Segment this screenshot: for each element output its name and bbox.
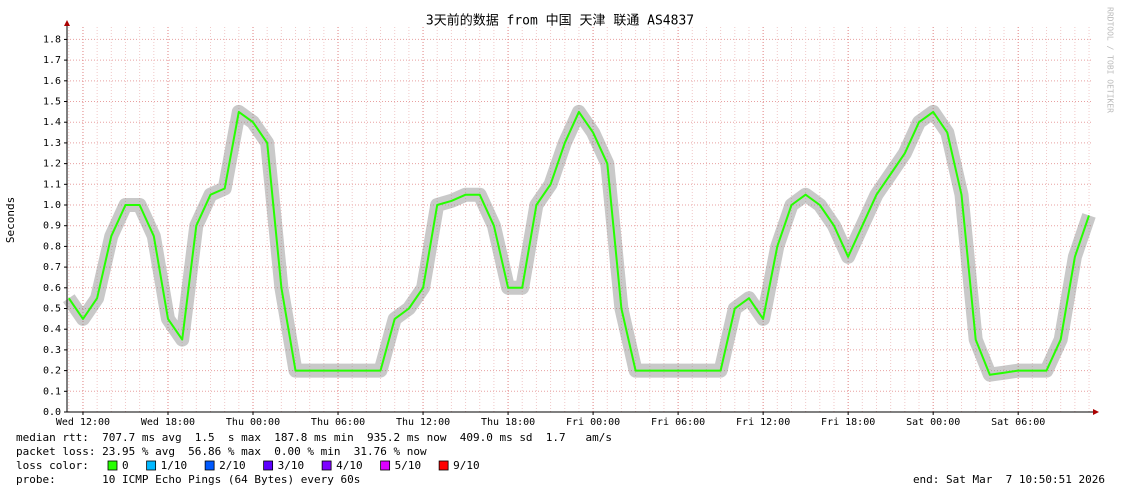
y-tick-label: 1.2 xyxy=(43,159,61,170)
median-line xyxy=(67,110,1090,376)
legend-label: 4/10 xyxy=(336,459,363,472)
y-tick-label: 0.8 xyxy=(43,241,61,252)
legend-swatch xyxy=(321,460,332,471)
legend-label: 0 xyxy=(122,459,129,472)
stats-line: packet loss: 23.95 % avg 56.86 % max 0.0… xyxy=(16,445,427,458)
y-tick-label: 1.8 xyxy=(43,34,61,45)
legend-swatch xyxy=(380,460,391,471)
y-tick-label: 0.6 xyxy=(43,283,61,294)
legend-swatch xyxy=(263,460,274,471)
y-tick-label: 1.4 xyxy=(43,117,61,128)
x-tick-label: Thu 12:00 xyxy=(396,417,450,428)
loss-legend-label: loss color: xyxy=(16,459,89,472)
x-tick-label: Sat 00:00 xyxy=(906,417,960,428)
y-tick-label: 0.7 xyxy=(43,262,61,273)
x-tick-label: Fri 00:00 xyxy=(566,417,620,428)
legend-label: 2/10 xyxy=(219,459,246,472)
y-tick-label: 1.5 xyxy=(43,97,61,108)
x-tick-label: Sat 06:00 xyxy=(991,417,1045,428)
legend-swatch xyxy=(438,460,449,471)
y-tick-label: 0.4 xyxy=(43,324,61,335)
y-tick-label: 0.1 xyxy=(43,386,61,397)
probe-line: probe: 10 ICMP Echo Pings (64 Bytes) eve… xyxy=(16,473,360,486)
y-tick-label: 1.0 xyxy=(43,200,61,211)
y-axis-arrow xyxy=(64,20,70,26)
x-tick-label: Fri 06:00 xyxy=(651,417,705,428)
y-tick-label: 1.7 xyxy=(43,55,61,66)
end-time: end: Sat Mar 7 10:50:51 2026 xyxy=(913,473,1105,486)
y-axis-label: Seconds xyxy=(4,197,17,243)
x-tick-label: Thu 06:00 xyxy=(311,417,365,428)
x-axis-arrow xyxy=(1093,409,1099,415)
legend-swatch xyxy=(146,460,157,471)
x-tick-label: Wed 18:00 xyxy=(141,417,195,428)
x-tick-label: Wed 12:00 xyxy=(56,417,110,428)
legend-label: 1/10 xyxy=(161,459,188,472)
legend-swatch xyxy=(204,460,215,471)
x-tick-label: Fri 18:00 xyxy=(821,417,875,428)
y-tick-label: 0.3 xyxy=(43,345,61,356)
legend-label: 3/10 xyxy=(278,459,305,472)
legend-swatch xyxy=(107,460,118,471)
y-tick-label: 0.5 xyxy=(43,304,61,315)
x-tick-label: Fri 12:00 xyxy=(736,417,790,428)
chart-title: 3天前的数据 from 中国 天津 联通 AS4837 xyxy=(426,13,694,29)
legend-label: 5/10 xyxy=(395,459,422,472)
y-tick-label: 1.3 xyxy=(43,138,61,149)
stats-line: median rtt: 707.7 ms avg 1.5 s max 187.8… xyxy=(16,431,612,444)
plot xyxy=(63,104,1096,382)
y-tick-label: 0.9 xyxy=(43,221,61,232)
y-tick-label: 1.1 xyxy=(43,179,61,190)
y-tick-label: 1.6 xyxy=(43,76,61,87)
y-tick-label: 0.0 xyxy=(43,407,61,418)
legend: 0 1/10 2/10 3/10 4/10 5/10 9/10 xyxy=(107,459,480,472)
legend-label: 9/10 xyxy=(453,459,480,472)
x-tick-label: Thu 18:00 xyxy=(481,417,535,428)
y-tick-label: 0.2 xyxy=(43,366,61,377)
x-tick-label: Thu 00:00 xyxy=(226,417,280,428)
watermark: RRDTOOL / TOBI OETIKER xyxy=(1106,7,1115,113)
